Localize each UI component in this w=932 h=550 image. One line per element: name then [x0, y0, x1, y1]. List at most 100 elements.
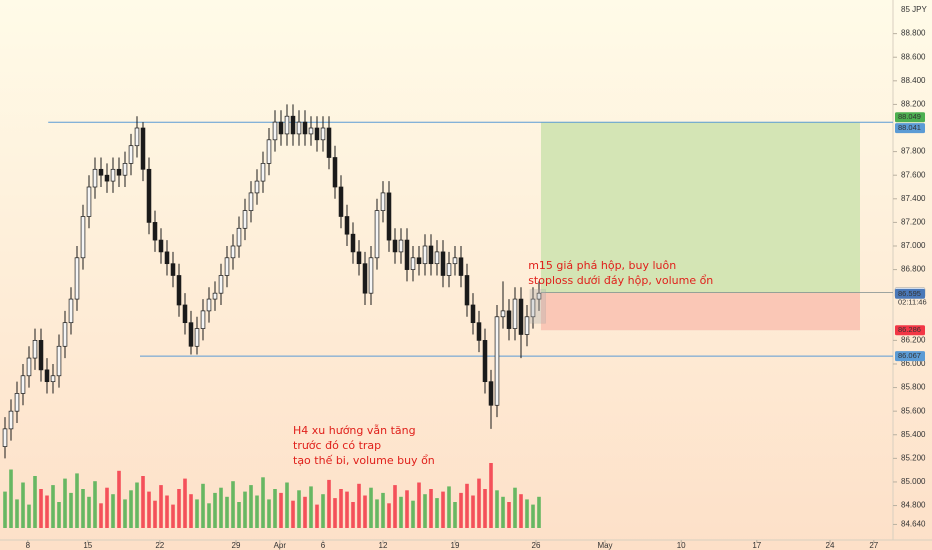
candle-body [242, 210, 248, 229]
volume-bar [321, 494, 325, 528]
volume-bar [33, 476, 37, 528]
y-tick-label: 87.000 [901, 241, 926, 250]
candle-body [260, 163, 266, 182]
volume-bar [45, 495, 49, 528]
candle-body [152, 222, 158, 241]
price-tag-sublabel: 02:11:46 [898, 298, 927, 307]
candle-body [212, 292, 218, 300]
candle-body [338, 186, 344, 217]
volume-bar [57, 502, 61, 528]
candle-body [344, 216, 350, 235]
volume-bar [345, 491, 349, 528]
candle-body [410, 257, 416, 270]
volume-bar [453, 502, 457, 528]
volume-bar [255, 495, 259, 528]
candle-body [422, 245, 428, 265]
candle-body [230, 245, 236, 259]
candle-body [314, 127, 320, 141]
volume-bar [393, 485, 397, 528]
candle-body [530, 298, 536, 318]
y-tick-label: 88.400 [901, 76, 926, 85]
candle-body [2, 428, 8, 447]
volume-bar [285, 482, 289, 528]
x-tick-label: 22 [155, 541, 164, 550]
candle-body [470, 304, 476, 324]
volume-bar [489, 463, 493, 528]
candle-body [446, 263, 452, 276]
volume-bar [213, 492, 217, 528]
candle-body [32, 340, 38, 359]
volume-bar [537, 496, 541, 528]
volume-bar [15, 499, 19, 528]
volume-bar [171, 504, 175, 528]
volume-bar [327, 479, 331, 528]
volume-bar [369, 487, 373, 528]
y-tick-label: 86.200 [901, 335, 926, 344]
y-tick-label: 87.400 [901, 194, 926, 203]
candle-body [464, 275, 470, 306]
candle-body [86, 186, 92, 217]
x-tick-label: 17 [752, 541, 761, 550]
volume-bar [465, 483, 469, 528]
candle-body [272, 121, 278, 141]
x-tick-label: 26 [532, 541, 541, 550]
volume-bar [417, 482, 421, 528]
volume-bar [267, 499, 271, 528]
candle-body [332, 157, 338, 188]
volume-bar [75, 473, 79, 528]
volume-bar [423, 494, 427, 528]
candle-body [50, 375, 56, 383]
x-tick-label: 19 [451, 541, 460, 550]
volume-bar [135, 482, 139, 528]
volume-bar [315, 504, 319, 528]
volume-bar [147, 491, 151, 528]
volume-bar [381, 492, 385, 528]
volume-bar [165, 495, 169, 528]
candle-body [284, 115, 290, 135]
volume-bar [39, 489, 43, 528]
volume-bar [501, 496, 505, 528]
y-tick-label: 86.000 [901, 359, 926, 368]
volume-bar [513, 487, 517, 528]
y-tick-label: 88.800 [901, 29, 926, 38]
candle-body [92, 168, 98, 188]
volume-bar [351, 502, 355, 528]
x-tick-label: 27 [869, 541, 878, 550]
volume-bar [279, 492, 283, 528]
volume-bar [123, 499, 127, 528]
y-tick-label: 85.800 [901, 383, 926, 392]
volume-bar [117, 470, 121, 528]
volume-bar [477, 478, 481, 528]
candle-body [128, 145, 134, 164]
candle-body [14, 393, 20, 412]
annotation-text: trước đó có trap [293, 439, 381, 452]
y-tick-label: 85.000 [901, 477, 926, 486]
x-tick-label: 10 [677, 541, 686, 550]
volume-bar [495, 490, 499, 528]
y-tick-label: 85.600 [901, 406, 926, 415]
y-tick-label: 84.640 [901, 520, 926, 529]
volume-bar [99, 503, 103, 528]
volume-bar [141, 476, 145, 528]
volume-bar [93, 481, 97, 528]
candle-body [434, 251, 440, 265]
candle-body [392, 239, 398, 253]
volume-bar [447, 486, 451, 528]
volume-bar [333, 498, 337, 528]
volume-bar [429, 489, 433, 528]
x-tick-label: 12 [379, 541, 388, 550]
candle-body [224, 257, 230, 276]
volume-bar [219, 487, 223, 528]
volume-bar [297, 490, 301, 528]
candle-body [56, 345, 62, 377]
price-tag-label: 86.286 [898, 325, 921, 334]
y-tick-label: 85.200 [901, 453, 926, 462]
volume-bar [51, 485, 55, 528]
volume-bar [243, 491, 247, 528]
candle-body [326, 127, 332, 158]
price-tag [895, 351, 925, 362]
price-tag-label: 86.595 [898, 289, 921, 298]
price-tag-label: 88.041 [898, 123, 921, 132]
price-tag [895, 288, 925, 299]
candle-body [20, 375, 26, 394]
